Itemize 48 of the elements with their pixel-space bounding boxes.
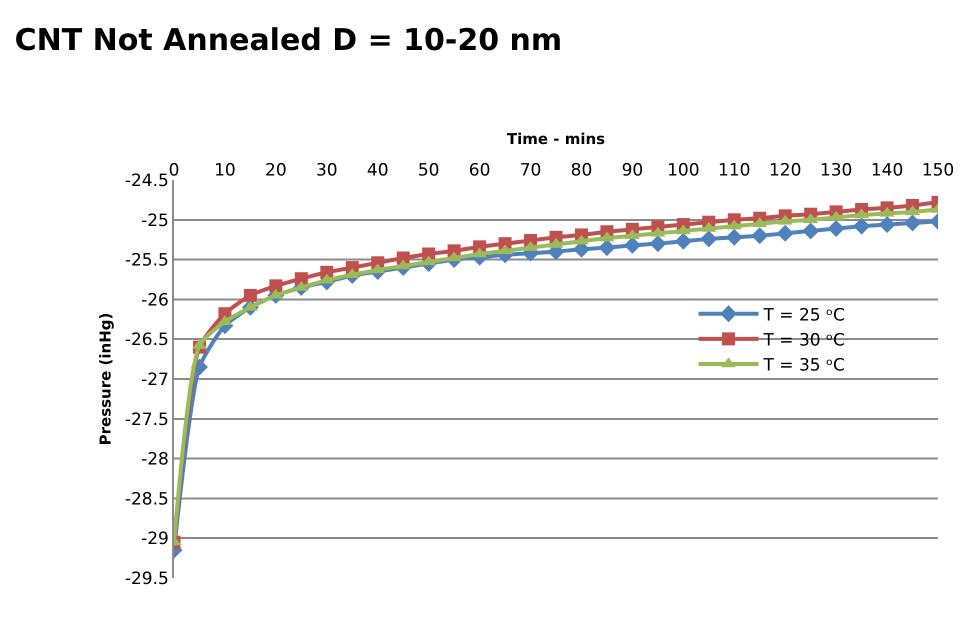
point [700, 230, 718, 248]
point [904, 214, 921, 232]
x-tick-label: 80 [570, 160, 592, 181]
point [853, 218, 870, 235]
y-tick-label: -25.5 [124, 250, 169, 271]
y-tick-label: -27.5 [124, 410, 169, 430]
point [802, 222, 820, 240]
x-tick-label: 150 [922, 160, 954, 181]
x-tick-label: 10 [214, 160, 236, 181]
x-tick-label: 50 [418, 160, 440, 181]
point [674, 232, 692, 250]
x-tick-label: 140 [870, 160, 904, 181]
y-tick-label: -28 [141, 450, 169, 470]
point [269, 279, 282, 292]
point [878, 216, 896, 234]
point [598, 239, 616, 256]
point [726, 228, 743, 246]
point [751, 227, 768, 244]
point [828, 220, 845, 238]
x-tick-label: 20 [265, 160, 287, 181]
x-tick-label: 100 [667, 160, 700, 181]
point [776, 224, 794, 242]
x-tick-label: 60 [468, 160, 490, 181]
x-tick-label: 110 [718, 160, 750, 181]
point [244, 288, 257, 302]
y-tick-label: -27 [141, 370, 169, 390]
x-tick-label: 40 [366, 160, 389, 181]
y-axis-title: Pressure (inHg) [96, 312, 115, 446]
legend-label: T = 25 ᵒC [762, 305, 845, 326]
x-tick-label: 0 [168, 160, 180, 181]
y-tick-label: -26.5 [124, 330, 169, 350]
x-axis-title: Time - mins [506, 130, 606, 148]
y-tick-label: -26 [141, 290, 169, 310]
y-tick-label: -28.5 [124, 489, 169, 510]
chart-title: CNT Not Annealed D = 10-20 nm [14, 22, 562, 58]
y-tick-label: -29.5 [124, 568, 169, 589]
y-tick-label: -29 [141, 529, 169, 550]
point [649, 235, 666, 252]
x-tick-label: 30 [316, 160, 338, 181]
y-tick-label: -25 [141, 210, 169, 231]
x-tick-label: 130 [820, 160, 852, 181]
y-tick-label: -24.5 [124, 170, 169, 191]
x-tick-label: 70 [520, 160, 542, 181]
point [294, 272, 308, 286]
legend-label: T = 30 ᵒC [762, 330, 845, 350]
x-tick-label: 120 [768, 160, 802, 181]
x-tick-label: 90 [622, 160, 644, 181]
legend-label: T = 35 ᵒC [762, 356, 845, 376]
